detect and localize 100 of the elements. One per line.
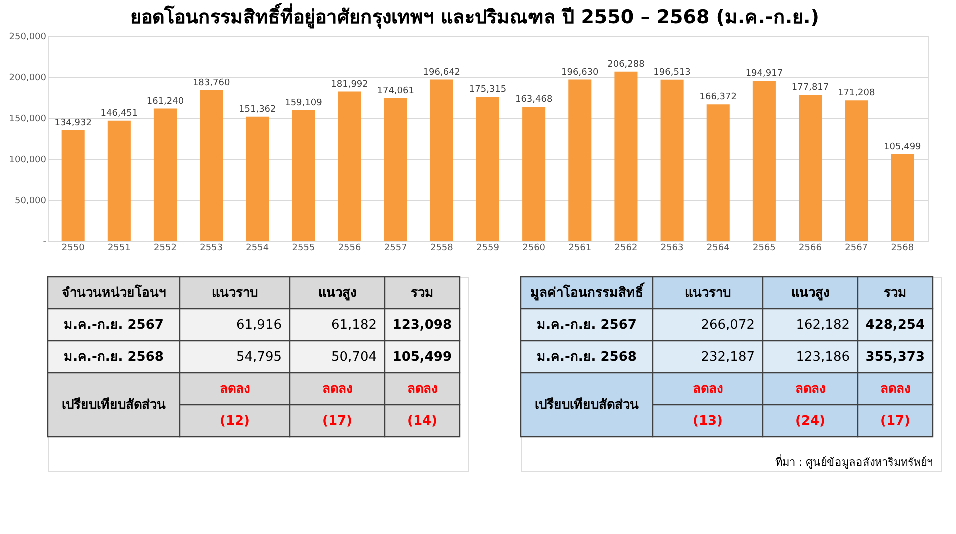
text: ลดลง: [408, 382, 438, 397]
x-tick-label: 2568: [891, 244, 914, 254]
bar: [384, 98, 408, 241]
data-label: 151,362: [239, 104, 276, 115]
x-tick-label: 2560: [522, 244, 546, 254]
text: 54,795: [236, 350, 282, 365]
data-label: 196,642: [423, 68, 461, 78]
x-tick-label: 2556: [338, 244, 362, 254]
data-label: 159,109: [285, 98, 323, 109]
bar: [62, 130, 85, 241]
x-tick-label: 2565: [752, 244, 776, 254]
text: แนวสูง: [318, 286, 356, 301]
text: 123,098: [392, 318, 452, 333]
text: (24): [796, 414, 826, 429]
x-tick-label: 2567: [845, 244, 868, 254]
x-tick-label: 2563: [660, 244, 684, 254]
bar: [752, 81, 776, 241]
text: 266,072: [701, 318, 755, 333]
bar: [292, 110, 316, 241]
x-tick-label: 2566: [799, 244, 822, 254]
x-tick-label: 2558: [430, 244, 454, 254]
data-label: 174,061: [377, 86, 414, 96]
text: 355,373: [866, 350, 925, 365]
text: ลดลง: [880, 382, 910, 397]
data-label: 163,468: [515, 94, 553, 105]
data-label: 105,499: [884, 142, 922, 152]
x-tick-label: 2550: [62, 244, 86, 254]
text: 232,187: [701, 350, 755, 365]
data-label: 134,932: [54, 118, 92, 128]
text: ลดลง: [796, 382, 826, 397]
bar: [338, 92, 362, 241]
text: ม.ค.-ก.ย. 2567: [537, 318, 637, 333]
text: 123,186: [796, 350, 850, 365]
y-tick-label: 200,000: [9, 74, 47, 84]
x-tick-label: 2552: [154, 244, 177, 254]
bar: [200, 90, 224, 241]
y-tick-label: 50,000: [15, 196, 47, 206]
text: ม.ค.-ก.ย. 2568: [64, 350, 164, 365]
x-tick-label: 2554: [246, 244, 270, 254]
text: เปรียบเทียบสัดส่วน: [535, 397, 639, 413]
text: รวม: [411, 286, 434, 301]
text: (17): [880, 414, 910, 429]
bar: [660, 80, 684, 241]
x-tick-label: 2561: [568, 244, 592, 254]
y-tick-label: 250,000: [9, 32, 47, 42]
text: (12): [220, 414, 250, 429]
text: 105,499: [392, 350, 452, 365]
text: จำนวนหน่วยโอนฯ: [62, 284, 166, 301]
x-tick-label: 2562: [614, 244, 638, 254]
data-label: 206,288: [608, 60, 646, 70]
text: 61,916: [236, 318, 282, 333]
bar: [891, 154, 914, 241]
data-label: 177,817: [792, 83, 830, 94]
x-tick-label: 2564: [706, 244, 730, 254]
text: (13): [693, 414, 723, 429]
data-label: 196,630: [562, 68, 600, 78]
bar: [108, 120, 131, 241]
text: ลดลง: [693, 382, 723, 397]
text: ลดลง: [322, 382, 352, 397]
bar: [798, 95, 822, 241]
bar: [154, 108, 178, 241]
bar: [614, 72, 638, 241]
bar: [476, 97, 500, 241]
text: (14): [408, 414, 438, 429]
text: แนวราบ: [685, 286, 731, 301]
data-label: 175,315: [469, 85, 507, 96]
x-tick-label: 2559: [476, 244, 500, 254]
bar: [430, 80, 454, 241]
data-label: 171,208: [838, 88, 876, 99]
data-label: 196,513: [654, 68, 691, 78]
bar: [845, 100, 868, 241]
x-tick-label: 2557: [384, 244, 408, 254]
text: มูลค่าโอนกรรมสิทธิ์: [530, 282, 646, 301]
text: 61,182: [332, 318, 377, 333]
data-label: 161,240: [146, 96, 184, 107]
y-tick-label: 100,000: [9, 156, 47, 166]
text: 162,182: [796, 318, 850, 333]
data-label: 166,372: [700, 92, 737, 103]
bar: [246, 116, 270, 241]
data-label: 181,992: [331, 80, 368, 90]
text: แนวสูง: [792, 286, 830, 301]
y-tick-label: -: [43, 238, 46, 248]
data-label: 146,451: [100, 108, 138, 119]
x-tick-label: 2553: [200, 244, 224, 254]
text: แนวราบ: [212, 286, 258, 301]
text: ลดลง: [220, 382, 250, 397]
bar: [522, 106, 546, 241]
bar: [706, 104, 730, 241]
text: (17): [322, 414, 352, 429]
text: ที่มา : ศูนย์ข้อมูลอสังหาริมทรัพย์ฯ: [775, 454, 933, 469]
bar: [568, 80, 592, 241]
text: ม.ค.-ก.ย. 2567: [64, 318, 164, 333]
text: เปรียบเทียบสัดส่วน: [62, 397, 166, 413]
y-tick-label: 150,000: [9, 114, 47, 124]
text: 428,254: [866, 318, 925, 333]
data-label: 183,760: [192, 78, 230, 88]
data-label: 194,917: [746, 69, 784, 80]
text: 50,704: [332, 350, 377, 365]
text: ม.ค.-ก.ย. 2568: [537, 350, 637, 365]
x-tick-label: 2551: [108, 244, 131, 254]
